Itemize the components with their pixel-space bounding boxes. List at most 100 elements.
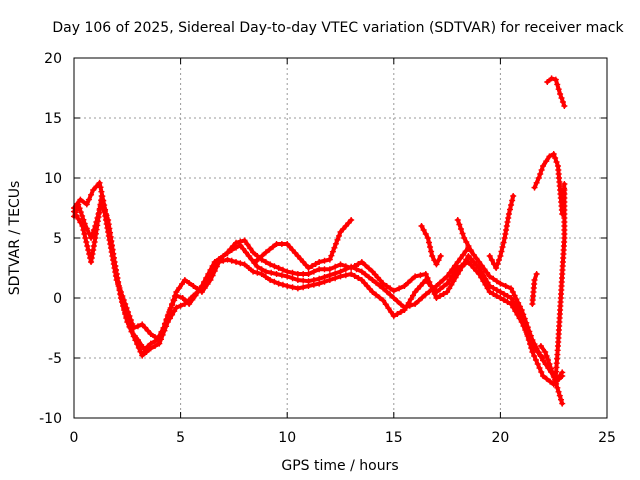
data-point [228, 257, 235, 264]
data-point [420, 227, 427, 233]
data-point [527, 339, 534, 345]
data-point [542, 349, 549, 355]
data-point [139, 321, 146, 328]
data-point [173, 289, 180, 295]
series-line [419, 224, 443, 267]
data-point [486, 289, 493, 295]
data-point [454, 217, 461, 223]
data-point [201, 285, 208, 291]
data-point [284, 283, 291, 289]
data-point [335, 232, 342, 239]
data-point [220, 257, 227, 264]
data-point [233, 239, 240, 246]
data-point [262, 268, 269, 275]
data-point [436, 293, 443, 299]
data-point [348, 265, 355, 271]
data-point [543, 353, 550, 359]
data-point [448, 281, 455, 288]
data-point [473, 255, 480, 262]
data-point [552, 155, 559, 161]
series-trace-10 [552, 187, 568, 379]
data-point [309, 263, 316, 269]
data-point [262, 274, 269, 280]
data-point [488, 257, 495, 263]
data-point [104, 225, 111, 231]
data-point [241, 261, 248, 268]
data-point [544, 79, 551, 85]
data-point [112, 273, 119, 279]
data-point [383, 288, 390, 295]
data-point [538, 167, 545, 173]
data-point [152, 343, 159, 349]
data-point [213, 263, 220, 270]
data-point [463, 239, 470, 245]
data-point [543, 375, 550, 382]
data-point [514, 311, 521, 318]
data-point [417, 272, 424, 279]
data-point [433, 295, 440, 301]
data-point [332, 240, 339, 247]
data-point [505, 215, 512, 221]
data-point [449, 272, 456, 279]
data-point [511, 292, 518, 299]
data-point [310, 281, 317, 288]
data-point [495, 257, 502, 263]
data-point [531, 277, 538, 283]
data-point [557, 91, 564, 97]
data-point [388, 309, 395, 316]
data-point [555, 388, 562, 395]
data-point [224, 249, 231, 256]
data-point [90, 187, 97, 193]
data-point [396, 285, 403, 292]
data-point [433, 261, 440, 268]
data-point [502, 283, 509, 289]
data-point [262, 249, 269, 256]
data-point [144, 327, 151, 334]
data-point [81, 231, 88, 237]
x-tick-label: 15 [385, 430, 403, 446]
data-point [409, 292, 416, 299]
data-point [279, 266, 286, 273]
y-tick-label: 20 [44, 51, 62, 67]
data-point [536, 365, 543, 371]
data-point [294, 285, 301, 292]
data-point [440, 276, 447, 283]
series-trace-4 [252, 217, 355, 271]
data-point [484, 269, 491, 276]
series-trace-12 [537, 343, 566, 385]
data-point [422, 271, 429, 277]
data-point [380, 280, 387, 287]
data-point [267, 261, 274, 268]
data-point [275, 265, 282, 271]
data-point [412, 301, 419, 307]
data-point [499, 244, 506, 250]
x-tick-label: 5 [176, 430, 185, 446]
data-point [373, 291, 380, 298]
y-tick-label: -10 [39, 411, 62, 427]
data-point [373, 279, 380, 286]
data-point [558, 95, 565, 101]
data-point [422, 231, 429, 237]
data-point [329, 248, 336, 255]
data-point [237, 238, 244, 245]
data-point [418, 223, 425, 229]
data-point [135, 344, 142, 351]
data-point [248, 256, 255, 263]
data-point [100, 201, 107, 207]
data-point [85, 196, 92, 203]
data-point [129, 321, 136, 327]
data-point [244, 241, 251, 248]
data-point [365, 274, 372, 281]
data-point [242, 249, 249, 256]
data-point [240, 245, 247, 252]
data-point [233, 259, 240, 265]
data-point [553, 159, 560, 165]
data-point [321, 266, 328, 273]
series-trace-6 [454, 217, 474, 253]
data-point [161, 321, 168, 327]
data-point [123, 305, 130, 311]
data-point [101, 209, 108, 215]
data-point [522, 327, 529, 333]
data-point [156, 337, 163, 343]
